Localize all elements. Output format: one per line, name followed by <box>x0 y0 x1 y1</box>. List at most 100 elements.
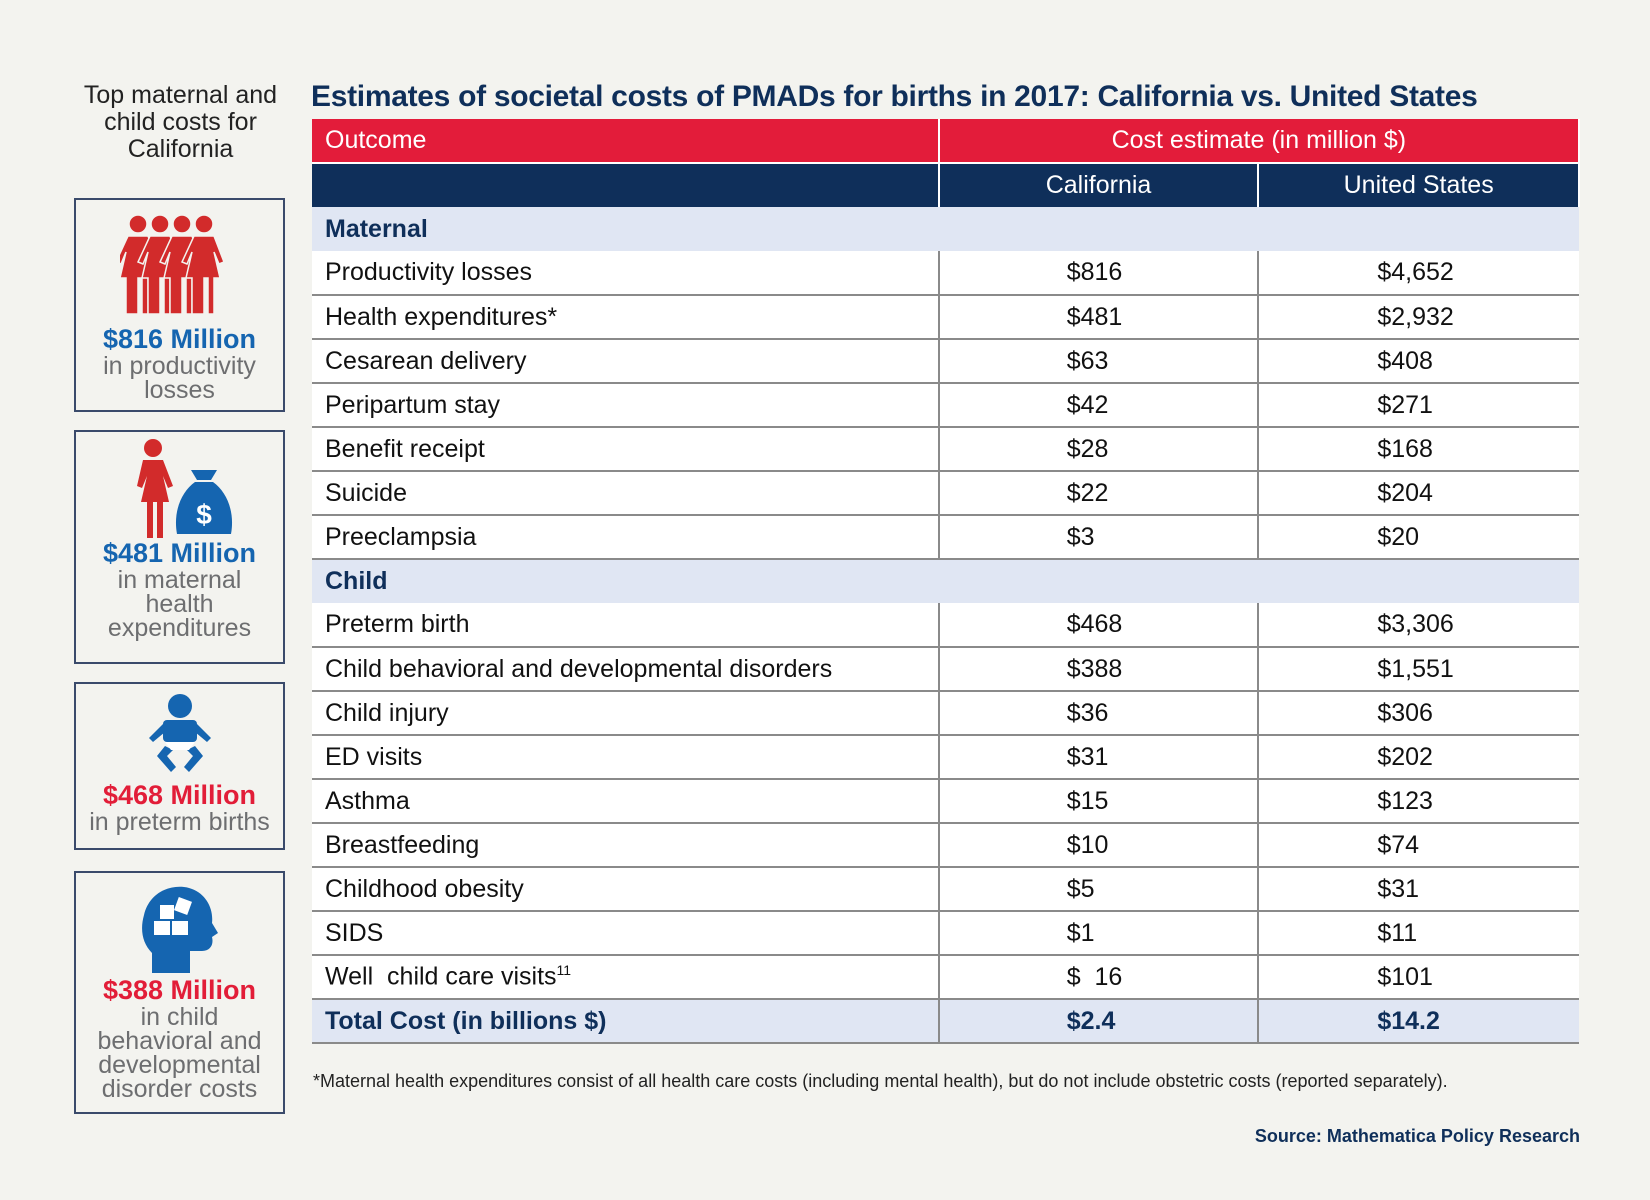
cell-text: $123 <box>1377 786 1433 815</box>
cell-text: Childhood obesity <box>325 874 524 903</box>
cell-outcome: Breastfeeding <box>312 823 939 868</box>
cell-text: $20 <box>1377 522 1420 551</box>
cell-text: Child injury <box>325 698 449 727</box>
cell-text: $31 <box>1066 742 1109 771</box>
cell-text: $22 <box>1066 478 1109 507</box>
cell-california: $3 <box>937 515 1259 560</box>
cell-text: Preeclampsia <box>325 522 477 551</box>
header-row: Outcome Cost estimate (in million $) <box>312 119 1581 163</box>
cell-text: $74 <box>1377 830 1420 859</box>
cell-outcome: Health expenditures* <box>312 295 939 340</box>
cell-text: Asthma <box>325 786 410 815</box>
cell-text: $2,932 <box>1377 302 1454 331</box>
card-amount: $468 Million <box>102 780 257 810</box>
cell-text: $36 <box>1066 698 1109 727</box>
cell-outcome: ED visits <box>312 735 939 780</box>
cell-united-states: $168 <box>1257 427 1579 472</box>
table-row: Benefit receipt $28 $168 <box>312 427 1579 472</box>
table-row: Preterm birth $468 $3,306 <box>312 603 1579 648</box>
cell-text: $11 <box>1377 918 1418 947</box>
footnote: *Maternal health expenditures consist of… <box>313 1071 1448 1091</box>
cell-california: $28 <box>937 427 1259 472</box>
cost-table: Outcome Cost estimate (in million $) Cal… <box>312 119 1581 1044</box>
cell-text: $ 16 <box>1066 962 1123 991</box>
cell-united-states: $408 <box>1257 339 1579 384</box>
cell-california: $15 <box>937 779 1259 824</box>
header-outcome: Outcome <box>312 119 940 163</box>
table-row: ED visits $31 $202 <box>312 735 1579 780</box>
cell-text: Benefit receipt <box>325 434 485 463</box>
card-productivity: $816 Million in productivity losses <box>74 198 285 412</box>
cell-outcome: Cesarean delivery <box>312 339 939 384</box>
cell-california: $5 <box>937 867 1259 912</box>
table-row: Health expenditures* $481 $2,932 <box>312 295 1579 340</box>
cell-outcome: Childhood obesity <box>312 867 939 912</box>
card-desc: in maternal health expenditures <box>107 566 252 642</box>
cell-text: ED visits <box>325 742 423 771</box>
section-child: Child <box>312 559 1579 603</box>
cell-outcome: Productivity losses <box>312 251 939 296</box>
cell-text: $816 <box>1066 258 1123 286</box>
table-row: Child behavioral and developmental disor… <box>312 647 1579 692</box>
cell-united-states: $202 <box>1257 735 1579 780</box>
cell-united-states: $204 <box>1257 471 1579 516</box>
cell-california: $468 <box>937 603 1259 648</box>
cell-text: $5 <box>1066 874 1095 903</box>
section-maternal: Maternal <box>312 207 1579 251</box>
cell-text: Suicide <box>325 478 407 507</box>
cell-text: $15 <box>1066 786 1109 815</box>
card-amount: $816 Million <box>102 324 257 354</box>
cell-text: $4,652 <box>1377 258 1454 286</box>
total-row: Total Cost (in billions $) $2.4 $14.2 <box>312 999 1579 1044</box>
cell-text: $388 <box>1066 654 1123 683</box>
total-california: $2.4 <box>937 999 1259 1044</box>
total-united-states: $14.2 <box>1257 999 1579 1044</box>
cell-united-states: $1,551 <box>1257 647 1579 692</box>
cell-text: $63 <box>1066 346 1109 375</box>
cell-text: $28 <box>1066 434 1109 463</box>
cell-text: $1 <box>1066 918 1095 947</box>
cell-outcome: Peripartum stay <box>312 383 939 428</box>
cell-united-states: $11 <box>1257 911 1579 956</box>
cell-text: $468 <box>1066 610 1123 638</box>
cell-text: Well child care visits <box>325 962 557 991</box>
cell-california: $388 <box>937 647 1259 692</box>
table-row: Suicide $22 $204 <box>312 471 1579 516</box>
cell-text: $3,306 <box>1377 610 1454 638</box>
cell-text: $101 <box>1377 962 1433 991</box>
cell-text: $42 <box>1066 390 1109 419</box>
cell-outcome: Well child care visits11 <box>312 955 939 1000</box>
cell-united-states: $20 <box>1257 515 1579 560</box>
cell-outcome: Suicide <box>312 471 939 516</box>
cell-text: Breastfeeding <box>325 830 480 859</box>
cell-text: $204 <box>1377 478 1433 507</box>
cell-united-states: $4,652 <box>1257 251 1579 296</box>
cell-text: Child behavioral and developmental disor… <box>325 654 833 683</box>
table-row: Preeclampsia $3 $20 <box>312 515 1579 560</box>
table-row: Child injury $36 $306 <box>312 691 1579 736</box>
header-blank <box>312 162 940 207</box>
cell-california: $ 16 <box>937 955 1259 1000</box>
cell-text: Productivity losses <box>325 258 533 286</box>
cell-text: $408 <box>1377 346 1433 375</box>
cell-united-states: $101 <box>1257 955 1579 1000</box>
header-california: California <box>938 162 1260 207</box>
cell-text: $306 <box>1377 698 1433 727</box>
cell-outcome: Preeclampsia <box>312 515 939 560</box>
cell-text: $1,551 <box>1377 654 1454 683</box>
source: Source: Mathematica Policy Research <box>1254 1126 1580 1146</box>
cell-california: $481 <box>937 295 1259 340</box>
cell-united-states: $306 <box>1257 691 1579 736</box>
woman-money-bag-icon: $ <box>136 439 232 538</box>
table-row: Childhood obesity $5 $31 <box>312 867 1579 912</box>
table-row: SIDS $1 $11 <box>312 911 1579 956</box>
footnote-ref: 11 <box>556 962 572 979</box>
cell-outcome: Preterm birth <box>312 603 939 648</box>
cell-text: SIDS <box>325 918 384 947</box>
card-maternal-health: $ $481 Million in maternal health expend… <box>74 430 285 664</box>
cell-text: $31 <box>1377 874 1420 903</box>
cell-united-states: $31 <box>1257 867 1579 912</box>
cell-california: $63 <box>937 339 1259 384</box>
cell-outcome: Benefit receipt <box>312 427 939 472</box>
table-row: Cesarean delivery $63 $408 <box>312 339 1579 384</box>
